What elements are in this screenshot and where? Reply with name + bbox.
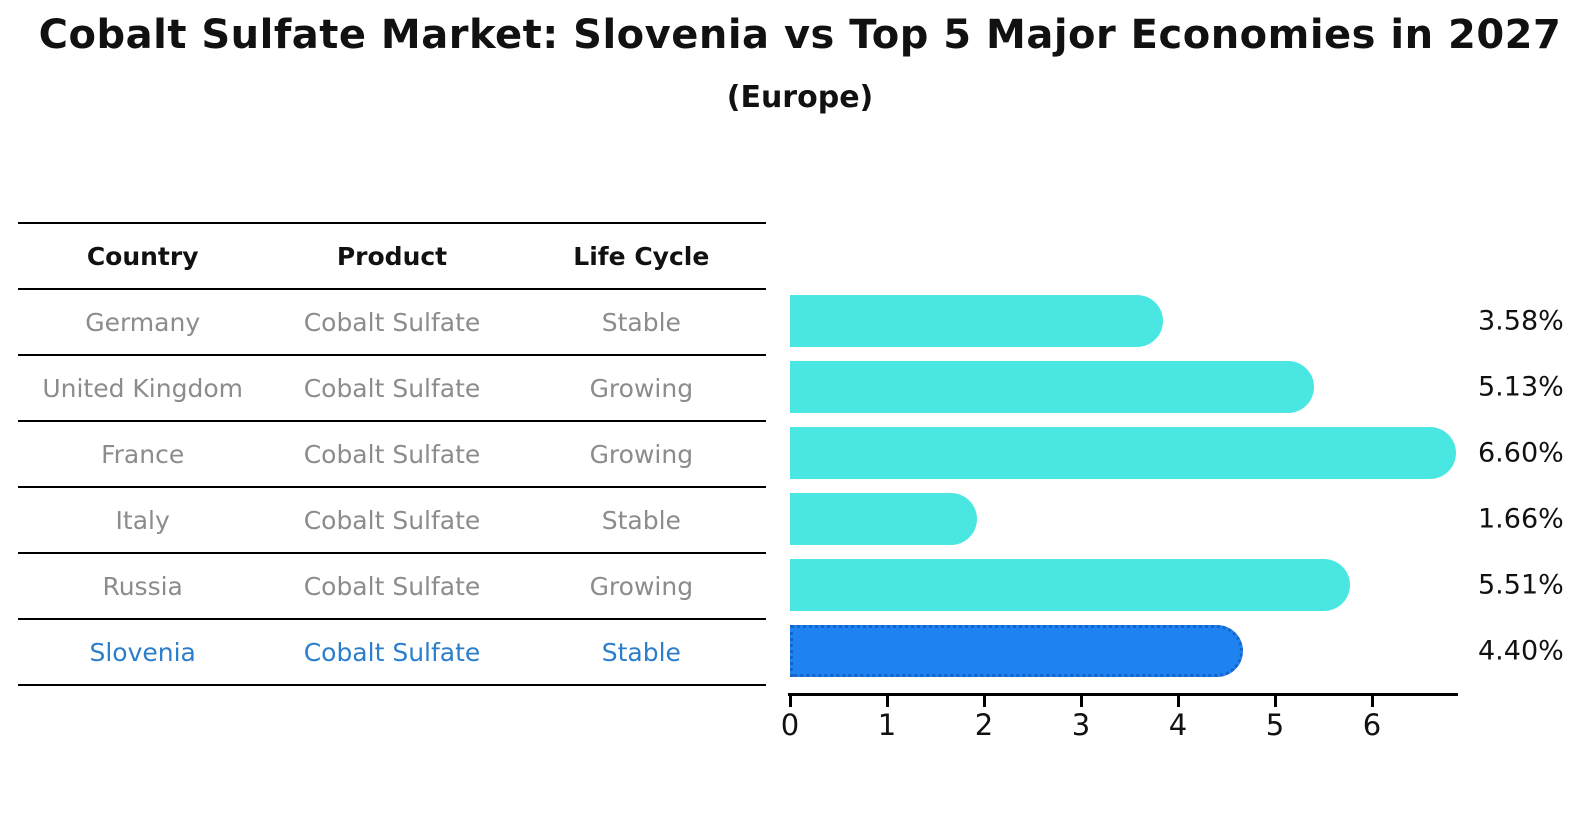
x-tick-label: 3	[1071, 708, 1091, 742]
cell-product: Cobalt Sulfate	[303, 571, 481, 601]
cell-product: Cobalt Sulfate	[303, 637, 481, 667]
cell-country: Italy	[115, 505, 170, 535]
bar	[790, 493, 977, 545]
x-tick-mark	[789, 696, 792, 707]
cell-product: Cobalt Sulfate	[303, 505, 481, 535]
column-header-product: Product	[336, 241, 448, 271]
country-table: Country Product Life Cycle Germany Cobalt…	[18, 222, 766, 686]
bar	[790, 427, 1456, 479]
cell-life-cycle: Growing	[589, 373, 694, 403]
x-tick-label: 4	[1168, 708, 1188, 742]
value-label: 5.13%	[1478, 371, 1564, 403]
cell-country: France	[101, 439, 185, 469]
x-tick-mark	[1080, 696, 1083, 707]
table-row: France Cobalt Sulfate Growing	[18, 420, 766, 486]
bar	[790, 559, 1350, 611]
x-tick-mark	[983, 696, 986, 707]
x-tick-label: 6	[1362, 708, 1382, 742]
cell-life-cycle: Growing	[589, 439, 694, 469]
table-header-row: Country Product Life Cycle	[18, 222, 766, 288]
value-label: 4.40%	[1478, 635, 1564, 667]
value-label: 3.58%	[1478, 305, 1564, 337]
table-row: Italy Cobalt Sulfate Stable	[18, 486, 766, 552]
table-row: Russia Cobalt Sulfate Growing	[18, 552, 766, 618]
column-header-country: Country	[86, 241, 199, 271]
x-axis-line	[788, 693, 1458, 696]
x-tick-mark	[1177, 696, 1180, 707]
value-label: 1.66%	[1478, 503, 1564, 535]
value-label: 5.51%	[1478, 569, 1564, 601]
cell-product: Cobalt Sulfate	[303, 439, 481, 469]
column-header-life-cycle: Life Cycle	[573, 241, 710, 271]
table-body: Germany Cobalt Sulfate Stable United Kingdo…	[18, 288, 766, 686]
cell-product: Cobalt Sulfate	[303, 307, 481, 337]
cell-product: Cobalt Sulfate	[303, 373, 481, 403]
page-subtitle: (Europe)	[726, 80, 874, 115]
x-tick-label: 0	[780, 708, 800, 742]
bar	[790, 295, 1163, 347]
x-tick-label: 5	[1265, 708, 1285, 742]
cell-country: Slovenia	[89, 637, 196, 667]
x-tick-label: 2	[974, 708, 994, 742]
x-tick-mark	[886, 696, 889, 707]
cell-country: Russia	[102, 571, 183, 601]
cell-country: United Kingdom	[42, 373, 243, 403]
table-row: United Kingdom Cobalt Sulfate Growing	[18, 354, 766, 420]
cell-life-cycle: Stable	[601, 307, 681, 337]
table-row: Germany Cobalt Sulfate Stable	[18, 288, 766, 354]
cell-life-cycle: Stable	[601, 505, 681, 535]
x-tick-mark	[1371, 696, 1374, 707]
bar	[790, 361, 1314, 413]
table-row: Slovenia Cobalt Sulfate Stable	[18, 618, 766, 686]
value-label: 6.60%	[1478, 437, 1564, 469]
bar-highlighted	[790, 625, 1243, 677]
cell-life-cycle: Stable	[601, 637, 681, 667]
page-title: Cobalt Sulfate Market: Slovenia vs Top 5…	[38, 12, 1562, 58]
cell-country: Germany	[85, 307, 201, 337]
cell-life-cycle: Growing	[589, 571, 694, 601]
x-tick-label: 1	[877, 708, 897, 742]
x-tick-mark	[1274, 696, 1277, 707]
